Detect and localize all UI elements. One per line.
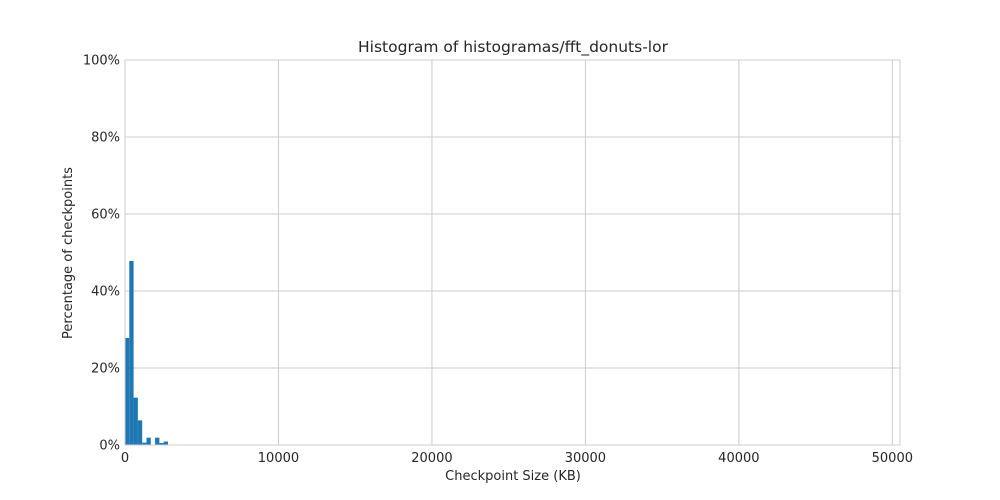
x-tick-label: 10000: [258, 451, 299, 466]
x-axis-label: Checkpoint Size (KB): [445, 469, 581, 484]
x-axis-ticks: 0 10000 20000 30000 40000 50000: [121, 451, 913, 466]
x-tick-label: 0: [121, 451, 129, 466]
chart-title: Histogram of histogramas/fft_donuts-lor: [358, 38, 669, 57]
histogram-bar: [137, 420, 143, 445]
histogram-bar: [129, 260, 134, 445]
y-axis-label: Percentage of checkpoints: [61, 167, 76, 339]
y-tick-label: 0%: [99, 439, 120, 454]
grid-lines: [124, 59, 900, 446]
histogram-bar: [125, 337, 130, 445]
histogram-bar: [155, 437, 160, 445]
histogram-bar: [159, 443, 164, 445]
histogram-bars: [125, 260, 168, 445]
histogram-bar: [163, 441, 168, 445]
histogram-bar: [142, 442, 147, 445]
x-tick-label: 40000: [718, 451, 759, 466]
y-tick-label: 60%: [91, 208, 120, 223]
y-tick-label: 40%: [91, 285, 120, 300]
plot-frame: [124, 59, 901, 446]
histogram-bar: [133, 397, 138, 445]
histogram-bar: [146, 437, 151, 445]
y-tick-label: 100%: [83, 54, 120, 69]
x-tick-label: 50000: [872, 451, 913, 466]
x-tick-label: 30000: [565, 451, 606, 466]
y-axis-ticks: 0% 20% 40% 60% 80% 100%: [83, 54, 120, 454]
y-tick-label: 20%: [91, 362, 120, 377]
x-tick-label: 20000: [411, 451, 452, 466]
y-tick-label: 80%: [91, 131, 120, 146]
